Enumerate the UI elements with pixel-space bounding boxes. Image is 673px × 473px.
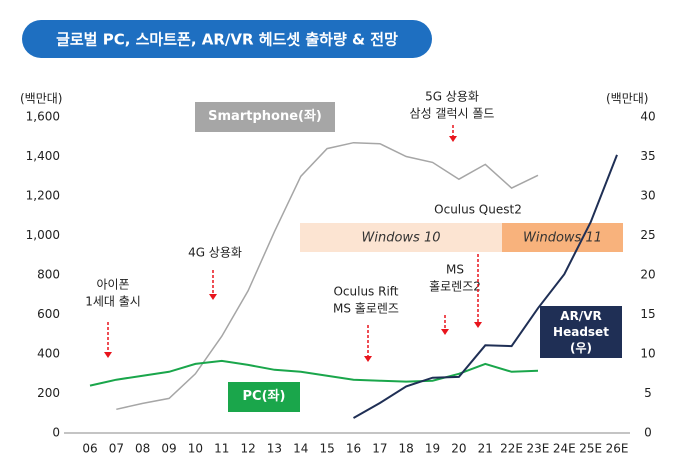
y2-tick-label: 15: [640, 307, 655, 321]
y2-tick-label: 5: [644, 386, 652, 400]
x-tick-label: 24E: [553, 442, 576, 456]
y2-tick-label: 20: [640, 268, 655, 282]
x-tick-label: 20: [451, 442, 466, 456]
x-tick-label: 22E: [500, 442, 523, 456]
x-tick-label: 06: [82, 442, 97, 456]
title-box: [22, 20, 432, 58]
y-tick-label: 1,000: [26, 228, 60, 242]
y2-tick-label: 25: [640, 228, 655, 242]
arrow-head: [441, 329, 449, 335]
series-label: AR/VR Headset (우): [540, 306, 622, 358]
annotation: MS: [446, 263, 464, 277]
series-label: PC(좌): [228, 382, 300, 412]
x-tick-label: 19: [425, 442, 440, 456]
annotation: 5G 상용화: [425, 90, 479, 104]
x-tick-label: 13: [267, 442, 282, 456]
x-tick-label: 21: [478, 442, 493, 456]
arrow-head: [364, 356, 372, 362]
x-tick-label: 08: [135, 442, 150, 456]
annotation: Oculus Rift: [333, 285, 398, 299]
chart-title: 글로벌 PC, 스마트폰, AR/VR 헤드셋 출하량 & 전망: [56, 31, 398, 49]
x-tick-label: 10: [188, 442, 203, 456]
x-tick-label: 12: [240, 442, 255, 456]
y-tick-label: 200: [37, 386, 60, 400]
annotation: 아이폰: [96, 278, 129, 292]
y2-axis-label: (백만대): [606, 92, 648, 106]
period-label: Windows 11: [523, 231, 602, 246]
y-tick-label: 400: [37, 347, 60, 361]
annotation: 홀로렌즈2: [429, 280, 481, 294]
x-tick-label: 09: [161, 442, 176, 456]
annotation: MS 홀로렌즈: [333, 302, 399, 316]
arrow-head: [209, 294, 217, 300]
y2-tick-label: 0: [644, 426, 652, 440]
x-tick-label: 15: [320, 442, 335, 456]
x-tick-label: 07: [109, 442, 124, 456]
arrow-head: [104, 352, 112, 358]
y2-tick-label: 30: [640, 189, 655, 203]
series-line: [116, 141, 539, 411]
annotation: 삼성 갤럭시 폴드: [410, 107, 495, 121]
y2-tick-label: 40: [640, 110, 655, 124]
x-tick-label: 18: [399, 442, 414, 456]
annotation: 1세대 출시: [85, 295, 141, 309]
period-label: Windows 10: [362, 231, 441, 246]
y2-tick-label: 35: [640, 149, 655, 163]
period-band: [502, 223, 623, 252]
y-tick-label: 1,600: [26, 110, 60, 124]
x-tick-label: 25E: [579, 442, 602, 456]
arrow-head: [449, 136, 457, 142]
y-axis-label: (백만대): [20, 92, 62, 106]
x-tick-label: 17: [372, 442, 387, 456]
y-tick-label: 1,400: [26, 149, 60, 163]
y-tick-label: 0: [52, 426, 60, 440]
period-band: [300, 223, 502, 252]
x-tick-label: 14: [293, 442, 308, 456]
series-line: [353, 154, 618, 419]
annotation: 4G 상용화: [188, 246, 242, 260]
series-line: [89, 359, 539, 387]
y-tick-label: 600: [37, 307, 60, 321]
x-tick-label: 23E: [527, 442, 550, 456]
x-tick-label: 16: [346, 442, 361, 456]
series-label: Smartphone(좌): [195, 102, 335, 132]
x-tick-label: 26E: [606, 442, 629, 456]
x-tick-label: 11: [214, 442, 229, 456]
arrow-head: [474, 322, 482, 328]
y2-tick-label: 10: [640, 347, 655, 361]
y-tick-label: 1,200: [26, 189, 60, 203]
annotation: Oculus Quest2: [434, 203, 522, 217]
y-tick-label: 800: [37, 268, 60, 282]
